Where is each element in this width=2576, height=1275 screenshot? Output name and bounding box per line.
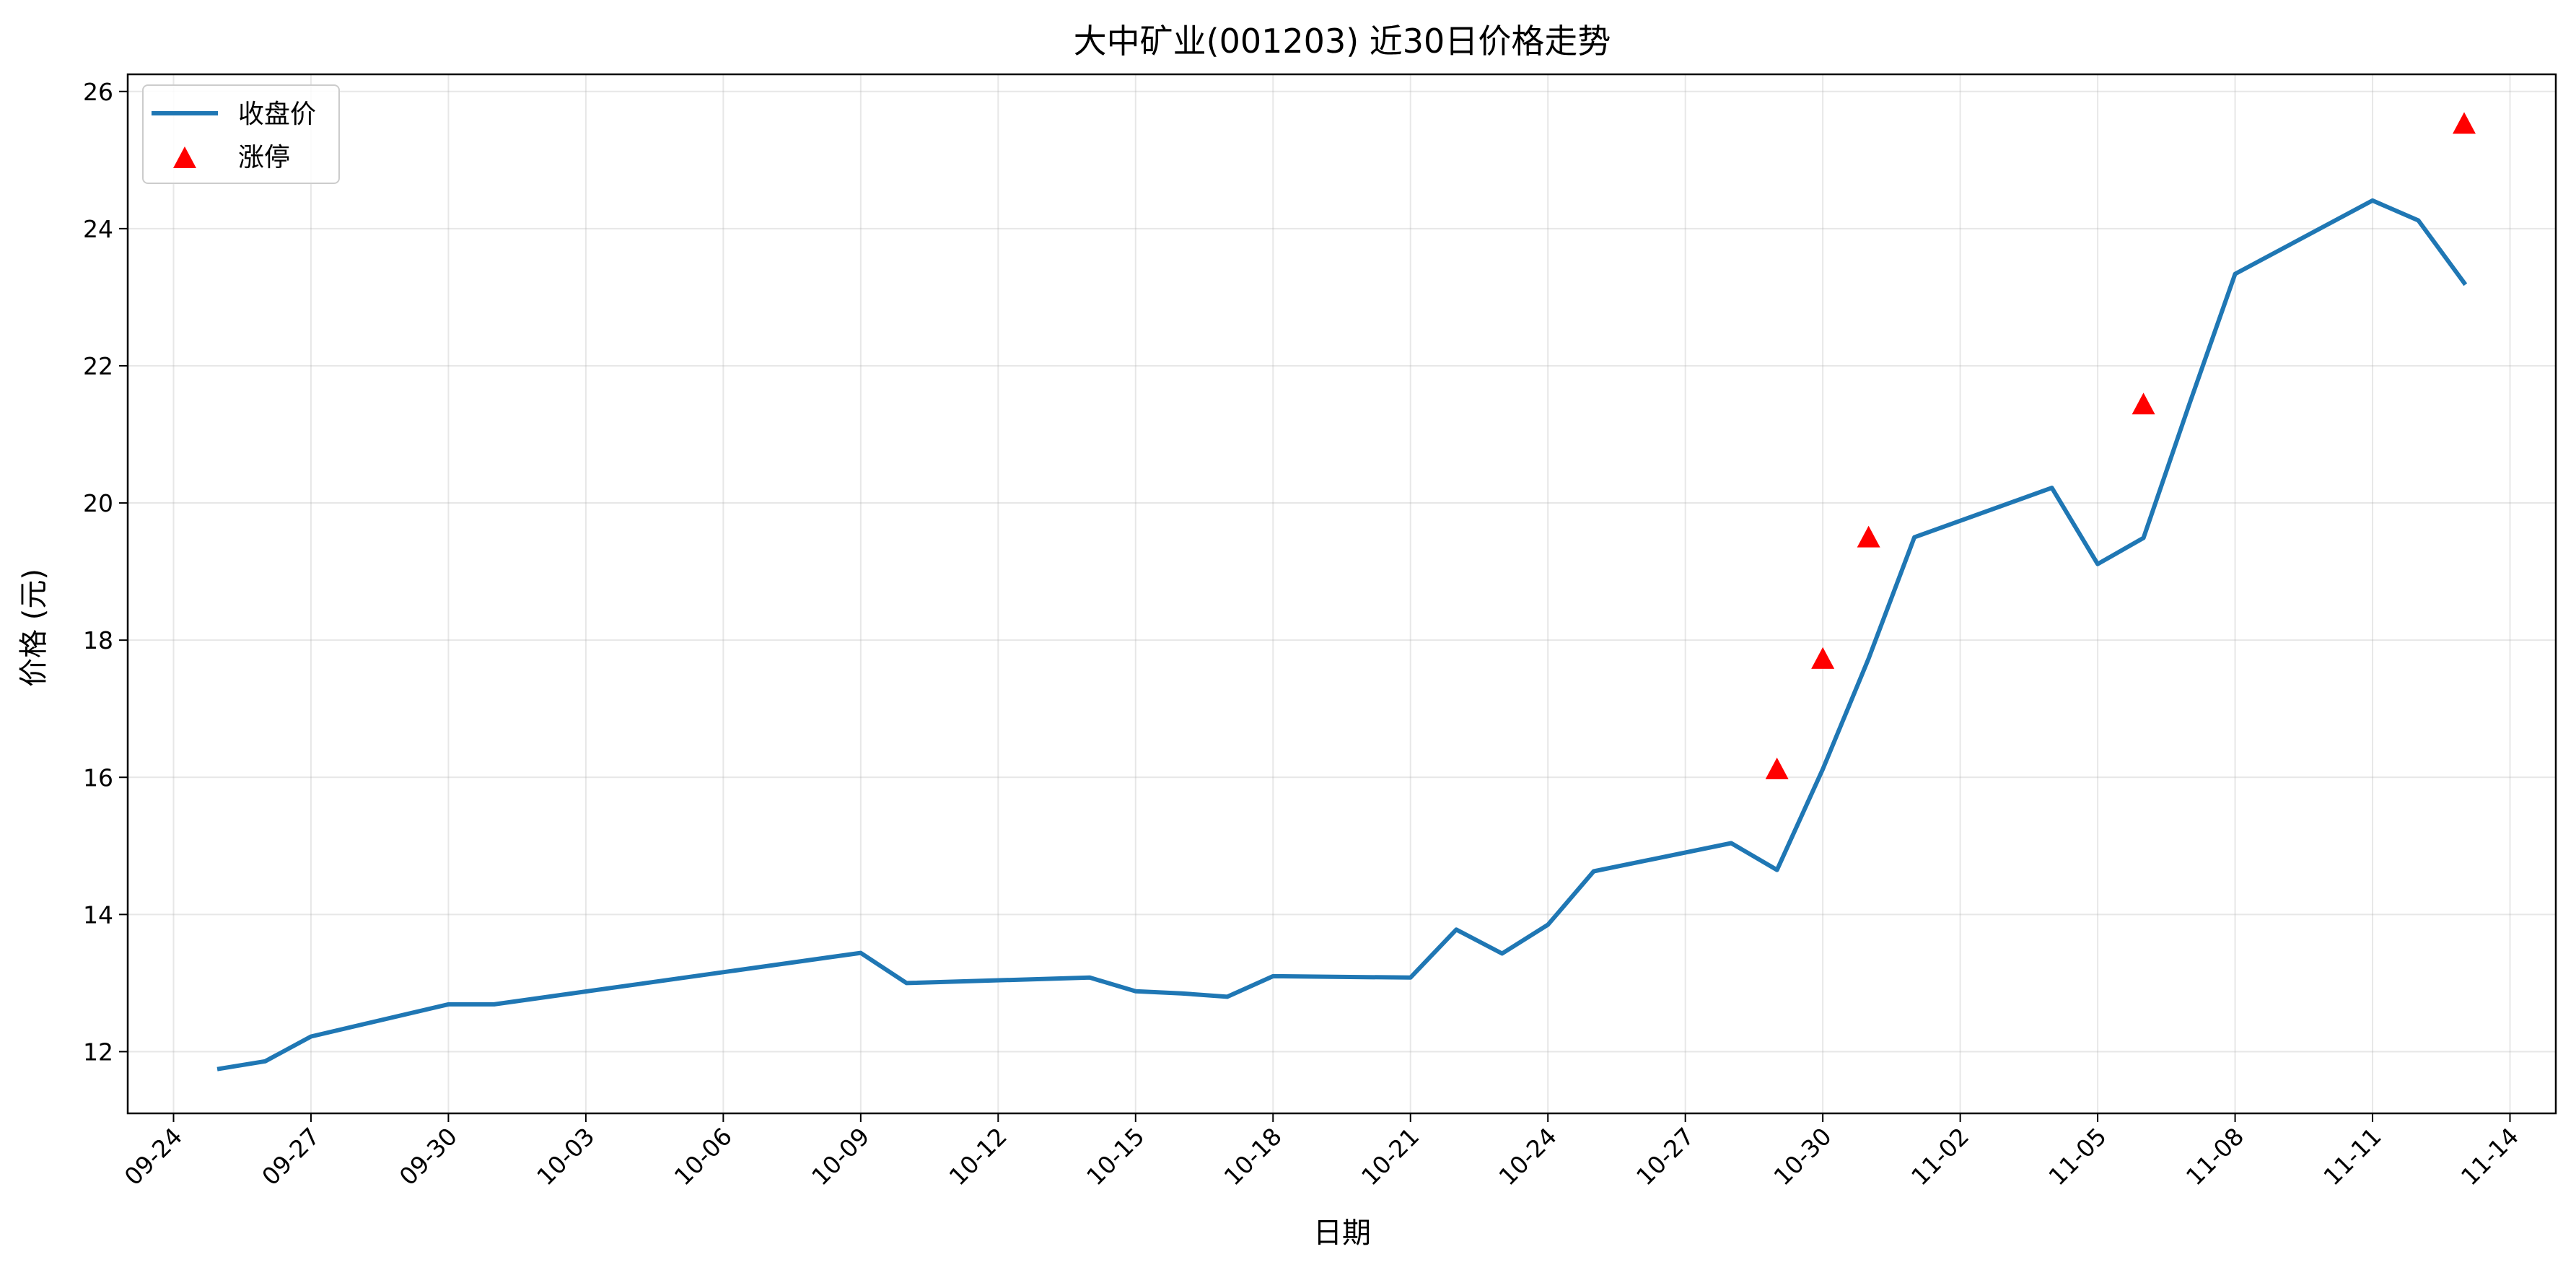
- series-layer: [216, 112, 2476, 1072]
- chart-title: 大中矿业(001203) 近30日价格走势: [1074, 22, 1611, 61]
- y-tick-label: 24: [83, 215, 113, 243]
- legend-box: [142, 84, 340, 184]
- y-axis-label: 价格 (元): [17, 569, 51, 687]
- limit-up-marker: [1857, 525, 1880, 548]
- y-tick-label: 16: [83, 763, 113, 792]
- y-tick-label: 12: [83, 1038, 113, 1066]
- y-tick-label: 22: [83, 352, 113, 380]
- limit-up-marker: [2453, 112, 2476, 134]
- x-axis-label: 日期: [1313, 1217, 1371, 1250]
- legend-marker-label: 涨停: [238, 143, 290, 172]
- plot-frame: [126, 73, 2557, 1115]
- legend: 收盘价 涨停: [142, 84, 340, 184]
- limit-up-marker: [1765, 757, 1789, 779]
- y-tick-label: 14: [83, 901, 113, 929]
- y-tick-label: 20: [83, 489, 113, 517]
- y-tick-label: 18: [83, 626, 113, 654]
- close-price-line: [216, 198, 2468, 1072]
- legend-line-label: 收盘价: [238, 100, 316, 129]
- y-axis-ticks: 12 14 16 18 20 22 24 26: [83, 78, 128, 1066]
- limit-up-marker: [2132, 393, 2155, 415]
- legend-marker-swatch: [173, 146, 196, 168]
- y-tick-label: 26: [83, 78, 113, 106]
- grid: [128, 74, 2556, 1113]
- limit-up-marker: [1811, 647, 1835, 669]
